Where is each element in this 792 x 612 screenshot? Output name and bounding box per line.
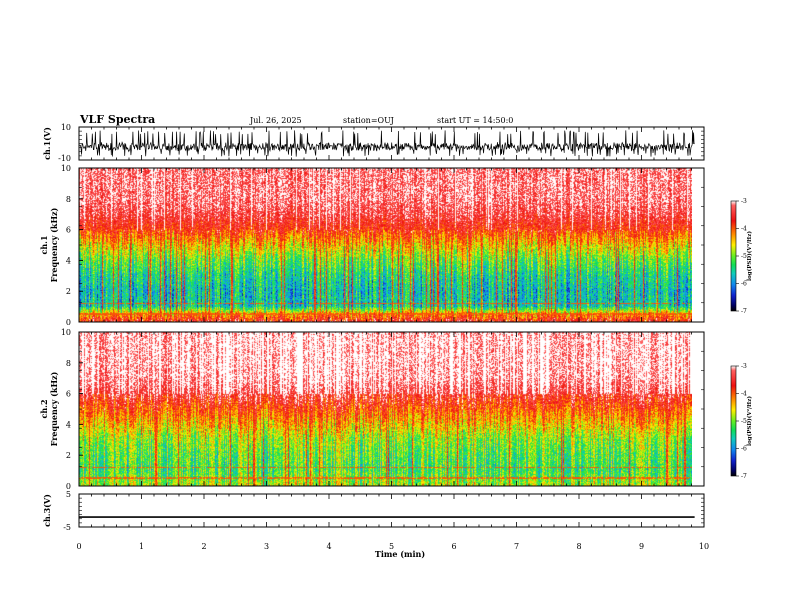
ch2-spec-ylabel-freq: Frequency (kHz) — [49, 371, 59, 446]
x-tick-label: 1 — [139, 542, 144, 551]
ch1-waveform-line — [78, 130, 695, 157]
ch1-spectrogram-panel: 10 8 6 4 2 0 ch.1 Frequency (kHz) — [39, 164, 705, 327]
colorbar-tick-label: -5 — [741, 418, 747, 425]
x-tick-label: 7 — [514, 542, 519, 551]
ch1-spectrogram-image — [79, 168, 692, 322]
colorbar-tick-label: -4 — [741, 391, 747, 398]
colorbar-tick-label: -6 — [741, 446, 747, 453]
ch1-spectrogram-yticks: 10 8 6 4 2 0 — [61, 164, 83, 327]
header-date: Jul. 26, 2025 — [249, 116, 302, 125]
ch1-spec-ylabel: ch.1 — [39, 235, 49, 254]
x-tick-label: 5 — [389, 542, 394, 551]
freq-tick-label: 6 — [66, 390, 71, 399]
ch2-spectrogram-ticks — [78, 332, 705, 486]
ch1-colorbar: -3 -4 -5 -6 -7 log(PSD)(V²/Hz) — [730, 198, 753, 315]
freq-tick-label: 0 — [66, 482, 71, 491]
freq-tick-label: 2 — [66, 451, 71, 460]
x-tick-label: 10 — [699, 542, 709, 551]
x-tick-label: 9 — [639, 542, 644, 551]
freq-tick-label: 8 — [66, 195, 71, 204]
freq-tick-label: 4 — [66, 256, 71, 265]
colorbar-tick-label: -6 — [741, 281, 747, 288]
x-tick-label: 0 — [76, 542, 81, 551]
ch1-wave-ytick-bottom: -10 — [58, 154, 71, 163]
ch1-wave-ytick-top: 10 — [61, 123, 71, 132]
ch1-spec-ylabel-freq: Frequency (kHz) — [49, 207, 59, 282]
freq-tick-label: 2 — [66, 287, 71, 296]
colorbar-tick-label: -7 — [741, 473, 747, 480]
ch2-colorbar-ticks: -3 -4 -5 -6 -7 — [736, 363, 747, 480]
ch2-spectrogram-image — [79, 332, 692, 486]
x-tick-label: 6 — [451, 542, 456, 551]
ch1-colorbar-gradient — [731, 201, 736, 311]
ch2-colorbar-label: log(PSD)(V²/Hz) — [746, 396, 753, 446]
ch1-waveform-panel: 10 -10 ch.1(V) — [42, 123, 705, 163]
freq-tick-label: 0 — [66, 318, 71, 327]
ch3-wave-ytick-top: 5 — [66, 490, 71, 499]
freq-tick-label: 10 — [61, 164, 71, 173]
ch3-wave-ytick-bottom: -5 — [63, 523, 71, 532]
header-station: station=OUJ — [343, 116, 394, 125]
header-title: VLF Spectra — [79, 113, 155, 126]
freq-tick-label: 10 — [61, 328, 71, 337]
colorbar-tick-label: -5 — [741, 253, 747, 260]
colorbar-tick-label: -4 — [741, 226, 747, 233]
freq-tick-label: 4 — [66, 420, 71, 429]
ch1-spectrogram-ticks — [78, 168, 705, 322]
x-tick-label: 3 — [264, 542, 269, 551]
ch2-colorbar: -3 -4 -5 -6 -7 log(PSD)(V²/Hz) — [730, 363, 753, 480]
freq-tick-label: 6 — [66, 226, 71, 235]
ch1-colorbar-label: log(PSD)(V²/Hz) — [746, 231, 753, 281]
x-axis-tick-labels: 0 1 2 3 4 5 6 7 8 9 10 — [76, 542, 709, 551]
x-tick-label: 2 — [201, 542, 206, 551]
x-tick-label: 8 — [576, 542, 581, 551]
header-start-time: start UT = 14:50:0 — [437, 116, 513, 125]
ch2-spectrogram-yticks: 10 8 6 4 2 0 — [61, 328, 83, 491]
freq-tick-label: 8 — [66, 359, 71, 368]
ch1-wave-ylabel: ch.1(V) — [42, 127, 52, 160]
colorbar-tick-label: -3 — [741, 198, 747, 205]
x-axis-label: Time (min) — [375, 549, 425, 559]
ch2-spec-ylabel: ch.2 — [39, 399, 49, 418]
x-tick-label: 4 — [326, 542, 331, 551]
ch3-waveform-ticks — [78, 494, 705, 527]
ch2-colorbar-gradient — [731, 366, 736, 476]
ch2-spectrogram-panel: 10 8 6 4 2 0 ch.2 Frequency (kHz) — [39, 328, 705, 491]
ch1-waveform-ticks — [78, 127, 705, 160]
ch3-waveform-panel: 5 -5 ch.3(V) — [42, 490, 705, 532]
colorbar-tick-label: -3 — [741, 363, 747, 370]
colorbar-tick-label: -7 — [741, 308, 747, 315]
ch1-colorbar-ticks: -3 -4 -5 -6 -7 — [736, 198, 747, 315]
ch3-wave-ylabel: ch.3(V) — [42, 494, 52, 527]
ch1-waveform-trace — [78, 130, 695, 157]
